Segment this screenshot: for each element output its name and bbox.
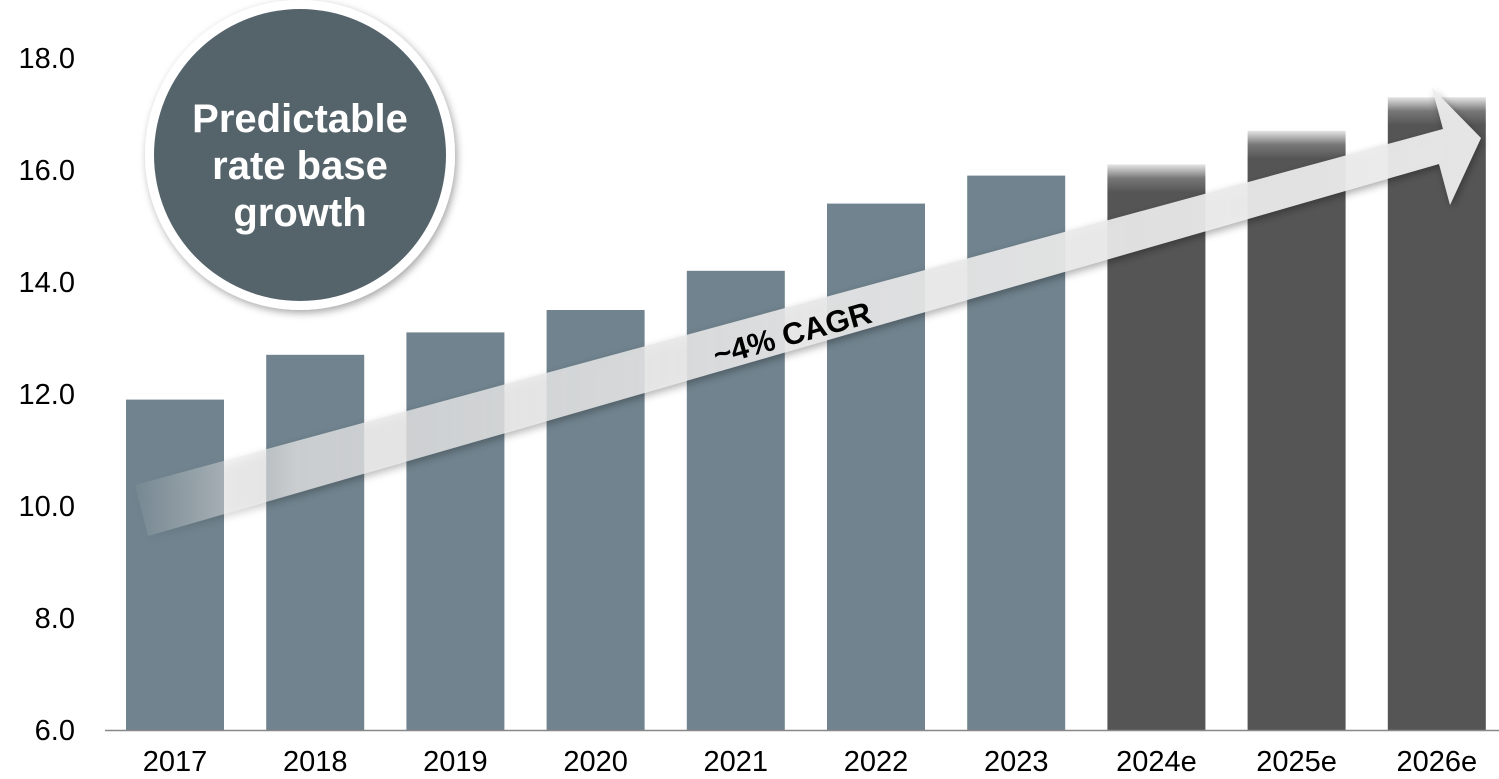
- x-tick-label: 2022: [844, 746, 909, 778]
- x-tick-label: 2023: [984, 746, 1049, 778]
- cagr-arrow-shape: [135, 88, 1481, 536]
- callout-line-1: Predictable: [192, 97, 408, 141]
- y-tick-label: 10.0: [19, 491, 75, 523]
- bar-body: [1387, 124, 1486, 730]
- y-tick-label: 8.0: [35, 603, 75, 635]
- x-tick-label: 2021: [704, 746, 769, 778]
- x-axis-ticks: 2017 2018 2019 2020 2021 2022 2023 2024e 2025e 20…: [143, 746, 1477, 778]
- bar-2025e: [1247, 130, 1346, 731]
- x-tick-label: 2024e: [1116, 746, 1197, 778]
- x-tick-label: 2017: [143, 746, 208, 778]
- y-axis-ticks: 6.0 8.0 10.0 12.0 14.0 16.0 18.0: [19, 43, 75, 747]
- x-tick-label: 2025e: [1256, 746, 1337, 778]
- bar-fade-top: [1107, 164, 1206, 193]
- bar-fade-top: [1247, 130, 1346, 159]
- bar-2017: [126, 399, 224, 730]
- y-tick-label: 6.0: [35, 715, 75, 747]
- bar-body: [1107, 191, 1206, 730]
- x-tick-label: 2018: [283, 746, 348, 778]
- x-tick-label: 2020: [563, 746, 628, 778]
- y-tick-label: 14.0: [19, 267, 75, 299]
- y-tick-label: 12.0: [19, 379, 75, 411]
- cagr-arrow: [135, 88, 1481, 536]
- x-tick-label: 2026e: [1396, 746, 1477, 778]
- y-tick-label: 16.0: [19, 155, 75, 187]
- bar-2026e: [1387, 97, 1486, 730]
- bar-2024e: [1107, 164, 1206, 730]
- callout-badge: Predictable rate base growth: [145, 0, 455, 310]
- bar-body: [1247, 158, 1346, 731]
- y-tick-label: 18.0: [19, 43, 75, 75]
- callout-circle: [154, 9, 446, 301]
- callout-line-3: growth: [233, 191, 366, 235]
- x-tick-label: 2019: [423, 746, 488, 778]
- bar-2018: [266, 354, 365, 730]
- callout-line-2: rate base: [212, 144, 388, 188]
